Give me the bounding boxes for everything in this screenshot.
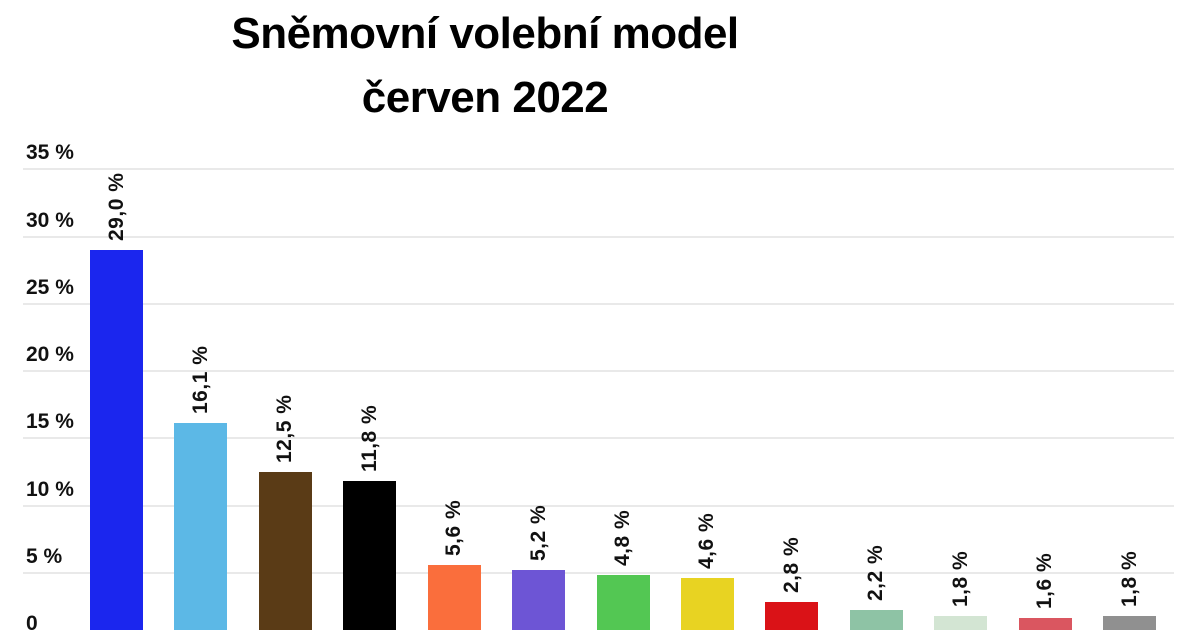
- bar-value-label: 1,8 %: [948, 550, 972, 607]
- gridline-30: [23, 235, 1174, 238]
- gridline-5: [23, 571, 1174, 574]
- y-axis-tick-label: 25 %: [26, 275, 74, 299]
- y-axis-tick-label: 10 %: [26, 477, 74, 501]
- bar-2: [174, 423, 228, 630]
- y-axis-tick-label: 0: [26, 612, 38, 630]
- y-axis-tick-label: 35 %: [26, 141, 74, 165]
- y-axis-tick-label: 20 %: [26, 343, 74, 366]
- chart-title: Sněmovní volební model červen 2022: [0, 2, 970, 130]
- bar-3: [258, 471, 312, 630]
- bar-value-label: 12,5 %: [273, 394, 297, 463]
- bar-value-label: 1,8 %: [1117, 550, 1141, 607]
- gridline-20: [23, 370, 1174, 372]
- bar-12: [1018, 618, 1072, 630]
- bar-value-label: 4,6 %: [695, 512, 719, 570]
- bar-5: [427, 564, 481, 630]
- y-axis-tick-label: 5 %: [26, 544, 63, 568]
- bar-11: [934, 615, 988, 630]
- bar-value-label: 2,8 %: [779, 537, 803, 594]
- bar-10: [849, 610, 903, 630]
- y-axis-tick-label: 30 %: [26, 208, 74, 232]
- y-axis-tick-label: 15 %: [26, 410, 74, 434]
- bar-value-label: 29,0 %: [104, 172, 128, 241]
- bar-9: [765, 602, 819, 630]
- bar-7: [596, 575, 650, 630]
- bar-8: [680, 578, 734, 630]
- bar-value-label: 5,6 %: [442, 499, 466, 556]
- bar-13: [1103, 615, 1157, 630]
- bar-value-label: 2,2 %: [864, 545, 888, 602]
- chart-title-line2: červen 2022: [361, 73, 609, 122]
- gridline-10: [23, 504, 1174, 507]
- bar-6: [512, 570, 566, 630]
- bar-value-label: 16,1 %: [188, 346, 212, 415]
- bar-1: [90, 249, 143, 630]
- bar-value-label: 5,2 %: [526, 504, 550, 562]
- bar-value-label: 1,6 %: [1033, 553, 1057, 610]
- gridline-15: [23, 437, 1174, 440]
- gridline-25: [23, 302, 1174, 305]
- bar-value-label: 4,8 %: [611, 510, 635, 567]
- bar-value-label: 11,8 %: [357, 405, 381, 473]
- chart-title-line1: Sněmovní volební model: [231, 9, 739, 58]
- bar-4: [343, 481, 397, 630]
- gridline-35: [23, 168, 1174, 171]
